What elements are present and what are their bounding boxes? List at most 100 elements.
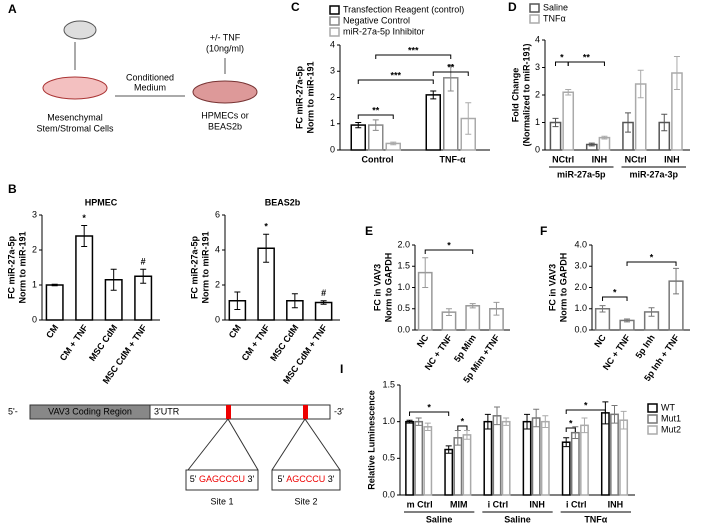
bracket [424, 249, 474, 254]
x-tick-label: i Ctrl [566, 499, 587, 509]
x-tick-label: INH [529, 499, 545, 509]
panel-a-art [42, 20, 258, 104]
x-tick-label: 5p Inh [633, 333, 656, 360]
y-tick-label: 2.0 [574, 282, 587, 292]
bar [522, 420, 532, 496]
site-box [271, 469, 341, 491]
error-bar [581, 417, 588, 434]
error-bar [469, 303, 476, 309]
bracket [555, 61, 569, 66]
y-tick-label: 2.0 [397, 239, 410, 249]
error-bar [465, 102, 472, 135]
site-seq: 5' GAGCCCU 3' [190, 474, 255, 484]
bar [610, 413, 619, 496]
legend-label: Negative Control [343, 15, 410, 25]
bar [350, 124, 366, 151]
label: 3'UTR [154, 406, 180, 416]
x-tick-label: CM + TNF [58, 322, 90, 362]
group-label: TNFα [584, 514, 607, 524]
y-tick-label: 0 [215, 314, 220, 324]
error-bar [234, 291, 241, 310]
error-bar [625, 112, 632, 133]
significance: * [560, 52, 564, 62]
bracket [432, 71, 469, 76]
legend-swatch [647, 425, 658, 435]
y-axis-label: Norm to GAPDH [558, 253, 568, 323]
bracket [357, 79, 434, 84]
site-mark [226, 405, 231, 419]
bar [483, 420, 493, 496]
y-tick-label: 1.0 [574, 303, 587, 313]
error-bar [494, 406, 501, 426]
y-axis-label: FC in VAV3 [547, 264, 557, 311]
error-bar [601, 135, 608, 140]
label: Mesenchymal [47, 112, 103, 122]
legend-label: Saline [543, 2, 568, 12]
x-tick-label: NCtrl [625, 154, 647, 164]
error-bar [620, 410, 627, 430]
error-bar [503, 417, 510, 426]
bracket [602, 296, 628, 301]
group-label: miR-27a-3p [629, 169, 678, 179]
error-bar [563, 437, 570, 448]
x-tick-label: MIM [450, 499, 468, 509]
y-tick-label: 4 [215, 244, 220, 254]
chart-title: BEAS2b [265, 197, 301, 207]
x-tick-label: INH [608, 499, 624, 509]
y-tick-label: 0 [330, 144, 335, 154]
panel-letter: D [508, 0, 517, 14]
bar [540, 420, 550, 496]
y-axis-label: Norm to GAPDH [383, 253, 393, 323]
label: 5' [277, 474, 284, 484]
y-tick-label: 4 [535, 34, 540, 44]
error-bar [291, 293, 298, 309]
label: Medium [134, 82, 166, 92]
x-tick-label: NCtrl [552, 154, 574, 164]
label: Site 1 [210, 496, 233, 506]
significance: * [427, 402, 431, 412]
dish [192, 80, 258, 104]
x-tick-label: INH [664, 154, 680, 164]
bar [423, 426, 433, 496]
error-bar [51, 283, 58, 287]
label: +/- TNF [210, 32, 241, 42]
legend-label: TNFα [543, 13, 566, 23]
error-bar [565, 89, 572, 96]
x-tick-label: CM + TNF [240, 322, 272, 362]
significance: * [650, 252, 654, 262]
error-bar [372, 119, 379, 131]
dish [42, 76, 108, 100]
bar [501, 420, 511, 496]
bar [492, 415, 502, 496]
y-tick-label: 4 [330, 39, 335, 49]
y-tick-label: 0 [32, 314, 37, 324]
error-bar [673, 56, 680, 90]
x-tick-label: TNF-α [439, 154, 465, 164]
sequence: GAGCCCU [199, 474, 245, 484]
error-bar [140, 268, 147, 284]
error-bar [673, 267, 680, 295]
significance: * [613, 287, 617, 297]
legend-swatch [329, 16, 340, 26]
label: 3' [248, 474, 255, 484]
error-bar [524, 413, 531, 430]
legend-label: WT [661, 402, 675, 412]
x-tick-label: NC [592, 332, 608, 349]
bracket [565, 409, 606, 414]
error-bar [110, 268, 117, 291]
bar [561, 441, 571, 496]
legend-swatch [647, 403, 658, 413]
chart-title: HPMEC [85, 197, 118, 207]
site-seq: 5' AGCCCU 3' [277, 474, 334, 484]
error-bar [390, 141, 397, 146]
site-mark [303, 405, 308, 419]
significance: # [141, 257, 146, 267]
y-tick-label: 6 [215, 209, 220, 219]
bar [45, 284, 64, 321]
x-tick-label: m Ctrl [407, 499, 433, 509]
bracket [457, 425, 468, 430]
y-axis-label: Norm to miR-191 [17, 231, 27, 303]
bar [570, 431, 580, 496]
label: Site 2 [294, 496, 317, 506]
